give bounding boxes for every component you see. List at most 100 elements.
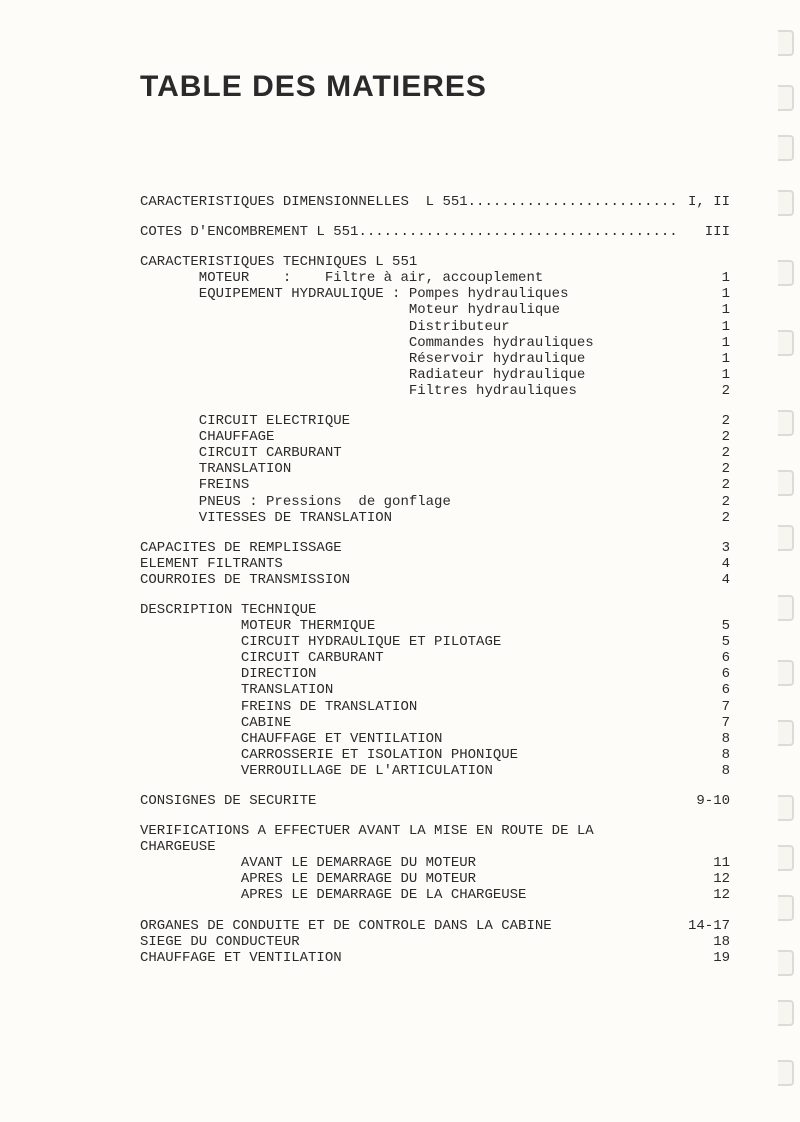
- toc-line: ELEMENT FILTRANTS 4: [140, 556, 730, 572]
- binding-mark: [778, 1060, 794, 1086]
- toc-label: MOTEUR THERMIQUE: [140, 618, 375, 634]
- toc-label: Réservoir hydraulique: [140, 351, 585, 367]
- toc-page-number: 2: [680, 494, 730, 510]
- toc-label: VERIFICATIONS A EFFECTUER AVANT LA MISE …: [140, 823, 594, 839]
- binding-mark: [778, 260, 794, 286]
- toc-line: CARACTERISTIQUES DIMENSIONNELLES L 551..…: [140, 194, 730, 210]
- toc-label: CAPACITES DE REMPLISSAGE: [140, 540, 342, 556]
- toc-line: TRANSLATION 2: [140, 461, 730, 477]
- toc-line: FREINS 2: [140, 477, 730, 493]
- toc-line: PNEUS : Pressions de gonflage 2: [140, 494, 730, 510]
- toc-line: ORGANES DE CONDUITE ET DE CONTROLE DANS …: [140, 918, 730, 934]
- toc-line: CIRCUIT CARBURANT 6: [140, 650, 730, 666]
- binding-mark: [778, 85, 794, 111]
- toc-label: CHARGEUSE: [140, 839, 216, 855]
- toc-label: DESCRIPTION TECHNIQUE: [140, 602, 316, 618]
- binding-mark: [778, 595, 794, 621]
- toc-label: TRANSLATION: [140, 461, 291, 477]
- toc-page-number: 1: [680, 270, 730, 286]
- binding-mark: [778, 470, 794, 496]
- binding-mark: [778, 950, 794, 976]
- toc-page-number: 19: [680, 950, 730, 966]
- toc-label: CARACTERISTIQUES TECHNIQUES L 551: [140, 254, 417, 270]
- binding-mark: [778, 410, 794, 436]
- toc-line: COTES D'ENCOMBREMENT L 551..............…: [140, 224, 730, 240]
- toc-line: FREINS DE TRANSLATION 7: [140, 699, 730, 715]
- page-title: TABLE DES MATIERES: [140, 70, 730, 104]
- toc-page-number: 14-17: [680, 918, 730, 934]
- toc-line: MOTEUR THERMIQUE 5: [140, 618, 730, 634]
- toc-line: CARACTERISTIQUES TECHNIQUES L 551: [140, 254, 730, 270]
- toc-label: PNEUS : Pressions de gonflage: [140, 494, 451, 510]
- toc-page-number: 12: [680, 887, 730, 903]
- toc-label: VERROUILLAGE DE L'ARTICULATION: [140, 763, 493, 779]
- toc-label: CHAUFFAGE: [140, 429, 274, 445]
- toc-label: ELEMENT FILTRANTS: [140, 556, 283, 572]
- toc-line: TRANSLATION 6: [140, 682, 730, 698]
- toc-line: Réservoir hydraulique 1: [140, 351, 730, 367]
- toc-label: CABINE: [140, 715, 291, 731]
- toc-page-number: 1: [680, 302, 730, 318]
- toc-page-number: 2: [680, 383, 730, 399]
- toc-line: CIRCUIT ELECTRIQUE 2: [140, 413, 730, 429]
- toc-line: DESCRIPTION TECHNIQUE: [140, 602, 730, 618]
- toc-label: CHAUFFAGE ET VENTILATION: [140, 950, 342, 966]
- toc-line: EQUIPEMENT HYDRAULIQUE : Pompes hydrauli…: [140, 286, 730, 302]
- toc-page-number: 6: [680, 682, 730, 698]
- toc-page-number: 18: [680, 934, 730, 950]
- toc-label: CHAUFFAGE ET VENTILATION: [140, 731, 442, 747]
- toc-page-number: 2: [680, 510, 730, 526]
- toc-line: CHARGEUSE: [140, 839, 730, 855]
- toc-label: CIRCUIT CARBURANT: [140, 650, 384, 666]
- toc-label: Radiateur hydraulique: [140, 367, 585, 383]
- toc-dots: ........................................…: [468, 194, 680, 210]
- blank-line: [140, 588, 730, 602]
- toc-line: CIRCUIT CARBURANT 2: [140, 445, 730, 461]
- toc-line: CARROSSERIE ET ISOLATION PHONIQUE 8: [140, 747, 730, 763]
- blank-line: [140, 809, 730, 823]
- toc-page-number: 4: [680, 556, 730, 572]
- binding-mark: [778, 845, 794, 871]
- blank-line: [140, 526, 730, 540]
- toc-line: APRES LE DEMARRAGE DU MOTEUR 12: [140, 871, 730, 887]
- toc-line: VITESSES DE TRANSLATION 2: [140, 510, 730, 526]
- toc-label: APRES LE DEMARRAGE DU MOTEUR: [140, 871, 476, 887]
- toc-page-number: 2: [680, 461, 730, 477]
- blank-line: [140, 240, 730, 254]
- toc-page-number: 5: [680, 618, 730, 634]
- toc-label: Commandes hydrauliques: [140, 335, 594, 351]
- toc-page-number: 1: [680, 319, 730, 335]
- toc-line: DIRECTION 6: [140, 666, 730, 682]
- toc-page-number: 2: [680, 429, 730, 445]
- toc-line: Radiateur hydraulique 1: [140, 367, 730, 383]
- toc-label: CIRCUIT ELECTRIQUE: [140, 413, 350, 429]
- toc-line: CAPACITES DE REMPLISSAGE 3: [140, 540, 730, 556]
- toc-line: CHAUFFAGE 2: [140, 429, 730, 445]
- toc-label: COTES D'ENCOMBREMENT L 551: [140, 224, 358, 240]
- toc-label: DIRECTION: [140, 666, 316, 682]
- toc-label: ORGANES DE CONDUITE ET DE CONTROLE DANS …: [140, 918, 552, 934]
- toc-page-number: 6: [680, 666, 730, 682]
- toc-label: COURROIES DE TRANSMISSION: [140, 572, 350, 588]
- binding-mark: [778, 190, 794, 216]
- toc-page-number: 5: [680, 634, 730, 650]
- toc-line: Filtres hydrauliques 2: [140, 383, 730, 399]
- document-page: TABLE DES MATIERES CARACTERISTIQUES DIME…: [0, 0, 800, 1122]
- blank-line: [140, 904, 730, 918]
- toc-page-number: I, II: [680, 194, 730, 210]
- toc-line: CABINE 7: [140, 715, 730, 731]
- toc-label: Distributeur: [140, 319, 510, 335]
- binding-mark: [778, 30, 794, 56]
- toc-label: Filtres hydrauliques: [140, 383, 577, 399]
- toc-label: MOTEUR : Filtre à air, accouplement: [140, 270, 543, 286]
- binding-mark: [778, 895, 794, 921]
- toc-label: VITESSES DE TRANSLATION: [140, 510, 392, 526]
- toc-dots: ........................................…: [358, 224, 680, 240]
- toc-label: EQUIPEMENT HYDRAULIQUE : Pompes hydrauli…: [140, 286, 568, 302]
- toc-page-number: 4: [680, 572, 730, 588]
- toc-line: Distributeur 1: [140, 319, 730, 335]
- toc-line: AVANT LE DEMARRAGE DU MOTEUR 11: [140, 855, 730, 871]
- toc-line: SIEGE DU CONDUCTEUR 18: [140, 934, 730, 950]
- toc-label: CARROSSERIE ET ISOLATION PHONIQUE: [140, 747, 518, 763]
- toc-label: CIRCUIT HYDRAULIQUE ET PILOTAGE: [140, 634, 501, 650]
